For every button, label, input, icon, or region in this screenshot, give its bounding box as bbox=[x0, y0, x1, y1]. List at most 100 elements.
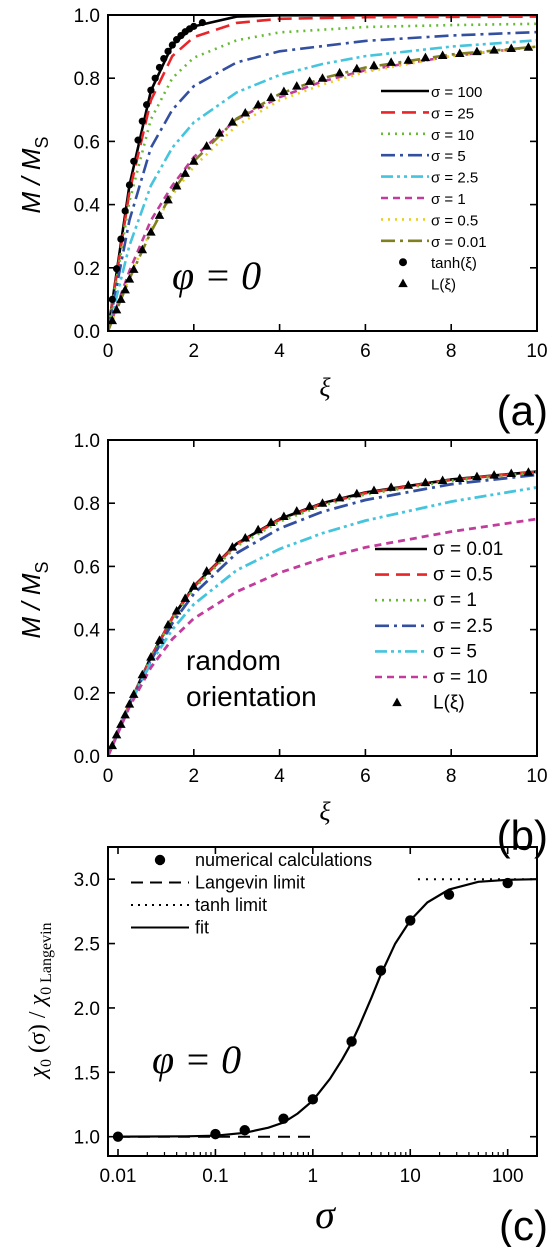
panel-b-legend-entry-1: σ = 1 bbox=[375, 590, 477, 611]
panel-b-marker-langevin bbox=[253, 524, 263, 534]
panel-a-ytick-label: 0.2 bbox=[74, 259, 100, 280]
panel-a-marker-langevin bbox=[227, 117, 238, 126]
panel-a-ytick-label: 0.4 bbox=[74, 196, 101, 217]
panel-b-marker-langevin bbox=[352, 488, 362, 498]
panel-a-marker-tanh bbox=[138, 117, 146, 125]
panel-c-data-point bbox=[307, 1094, 319, 1105]
panel-a-legend-label: σ = 0.5 bbox=[431, 212, 478, 229]
panel-b-marker-langevin bbox=[120, 709, 130, 719]
panel-b-marker-langevin bbox=[116, 719, 126, 728]
panel-b-ytick-label: 0.4 bbox=[74, 621, 101, 642]
panel-a-marker-langevin bbox=[279, 86, 289, 95]
panel-b-marker-langevin bbox=[124, 699, 135, 708]
panel-c-data-point bbox=[239, 1125, 250, 1136]
panel-a-marker-langevin bbox=[163, 194, 173, 204]
panel-a-marker-langevin bbox=[171, 180, 182, 190]
panel-a-marker-langevin bbox=[146, 227, 156, 236]
panel-b-legend: σ = 0.01 σ = 0.5 σ = 1 σ = 2.5 σ = 5 σ = 10 L(… bbox=[375, 539, 503, 714]
panel-b-label: (b) bbox=[497, 812, 548, 859]
panel-b-marker-langevin bbox=[154, 635, 165, 644]
panel-b-legend-marker bbox=[392, 697, 402, 707]
panel-a-marker-langevin bbox=[317, 73, 328, 82]
panel-c-legend-entry-langevin-limit: Langevin limit bbox=[131, 873, 305, 893]
panel-c-data-point bbox=[278, 1113, 289, 1124]
panel-b-legend-entry-l: L(ξ) bbox=[392, 693, 465, 714]
panel-b-legend-entry-10: σ = 10 bbox=[375, 667, 488, 688]
panel-a-legend-entry-25: σ = 25 bbox=[381, 105, 474, 122]
panel-b-ytick-label: 0.2 bbox=[74, 684, 100, 705]
panel-a-series-2-5 bbox=[108, 39, 537, 331]
panel-a-legend-label: L(ξ) bbox=[431, 277, 456, 294]
panel-b-xtick-label: 4 bbox=[274, 766, 285, 787]
panel-b-marker-langevin bbox=[386, 482, 396, 491]
panel-c-legend-label: tanh limit bbox=[195, 895, 267, 915]
panel-b-marker-langevin bbox=[189, 581, 199, 590]
panel-c-frame bbox=[107, 846, 538, 1157]
panel-b-marker-langevin bbox=[171, 605, 182, 615]
panel-a-marker-langevin bbox=[420, 52, 431, 62]
panel-a-marker-langevin bbox=[472, 46, 482, 56]
panel-b-legend-label: σ = 0.5 bbox=[433, 565, 493, 586]
panel-a-legend-marker bbox=[399, 258, 407, 267]
panel-a-marker-tanh bbox=[160, 55, 168, 63]
panel-b-annotation: random orientation bbox=[186, 645, 317, 712]
panel-b-marker-langevin bbox=[214, 553, 225, 562]
panel-b-marker-langevin bbox=[180, 593, 190, 602]
panel-a-marker-langevin bbox=[403, 55, 414, 64]
panel-b-marker-langevin bbox=[292, 506, 302, 515]
panel-c-data-point bbox=[502, 877, 513, 889]
panel-c: 0.01 0.1 1 10 100 1.0 1.5 2.0 2.5 3.0 σ χ0 (σ) /… bbox=[25, 846, 548, 1247]
panel-a-legend-entry-100: σ = 100 bbox=[381, 84, 482, 101]
panel-a-marker-langevin bbox=[304, 76, 315, 85]
panel-a-marker-tanh bbox=[190, 22, 198, 30]
panel-b-xlabel: ξ bbox=[319, 797, 331, 826]
panel-c-data-point bbox=[346, 1036, 357, 1047]
panel-a-legend-label: σ = 2.5 bbox=[431, 170, 478, 187]
panel-b-legend-entry-0-01: σ = 0.01 bbox=[375, 539, 503, 560]
panel-b-ytick-label: 0.0 bbox=[74, 747, 100, 768]
panel-a-marker-langevin bbox=[154, 210, 165, 219]
panel-b-marker-langevin bbox=[472, 471, 482, 481]
panel-a-marker-tanh bbox=[130, 157, 138, 165]
panel-a-marker-langevin bbox=[437, 50, 448, 59]
panel-a-marker-langevin bbox=[108, 315, 118, 325]
panel-c-xtick-label: 0.01 bbox=[100, 1166, 137, 1187]
panel-b-yticks: 0.0 0.2 0.4 0.6 0.8 1.0 bbox=[74, 431, 537, 768]
panel-b-ylabel: M / MS bbox=[16, 561, 52, 638]
panel-a-marker-langevin bbox=[489, 45, 499, 54]
panel-b-ytick-label: 1.0 bbox=[74, 431, 100, 452]
panel-a-legend-entry-10: σ = 10 bbox=[381, 127, 474, 144]
panel-b-marker-langevin bbox=[317, 498, 328, 507]
panel-c-ytick-label: 2.0 bbox=[74, 999, 100, 1020]
panel-c-data-point bbox=[375, 965, 387, 976]
panel-a-marker-tanh bbox=[155, 63, 164, 72]
panel-a-legend-entry-5: σ = 5 bbox=[381, 148, 466, 165]
panel-a-marker-langevin bbox=[352, 63, 362, 73]
panel-b-legend-entry-2-5: σ = 2.5 bbox=[375, 616, 493, 637]
panel-c-legend-label: numerical calculations bbox=[195, 850, 372, 870]
panel-c-ytick-label: 1.5 bbox=[74, 1063, 100, 1084]
panel-a-marker-langevin bbox=[369, 60, 379, 70]
panel-b-marker-langevin bbox=[108, 740, 118, 750]
panel-a-series-10 bbox=[108, 22, 537, 331]
panel-a-legend-label: σ = 100 bbox=[431, 84, 482, 101]
panel-a-legend-marker bbox=[398, 278, 408, 288]
panel-a: 0 2 4 6 8 10 0.0 0.2 0.4 0.6 0.8 1.0 ξ M / MS φ = … bbox=[16, 6, 548, 434]
panel-c-legend: numerical calculations Langevin limittanh… bbox=[131, 850, 372, 938]
panel-c-label: (c) bbox=[499, 1202, 548, 1247]
panel-a-marker-langevin bbox=[124, 274, 135, 283]
panel-a-legend-entry-tanh: tanh(ξ) bbox=[399, 255, 477, 272]
panel-b-frame bbox=[107, 439, 538, 757]
panel-a-marker-tanh bbox=[125, 181, 134, 189]
panel-a-legend-label: σ = 5 bbox=[431, 148, 466, 165]
panel-b-marker-langevin bbox=[201, 566, 212, 575]
panel-c-legend-label: fit bbox=[195, 918, 209, 938]
panel-a-legend-label: σ = 10 bbox=[431, 127, 474, 144]
panel-a-marker-tanh bbox=[143, 101, 151, 109]
panel-c-plot bbox=[112, 877, 537, 1142]
panel-a-marker-langevin bbox=[116, 294, 126, 303]
panel-b-marker-langevin bbox=[304, 501, 315, 510]
panel-a-marker-tanh bbox=[108, 295, 116, 303]
panel-a-annotation: φ = 0 bbox=[172, 253, 261, 298]
panel-a-xlabel: ξ bbox=[319, 373, 331, 402]
